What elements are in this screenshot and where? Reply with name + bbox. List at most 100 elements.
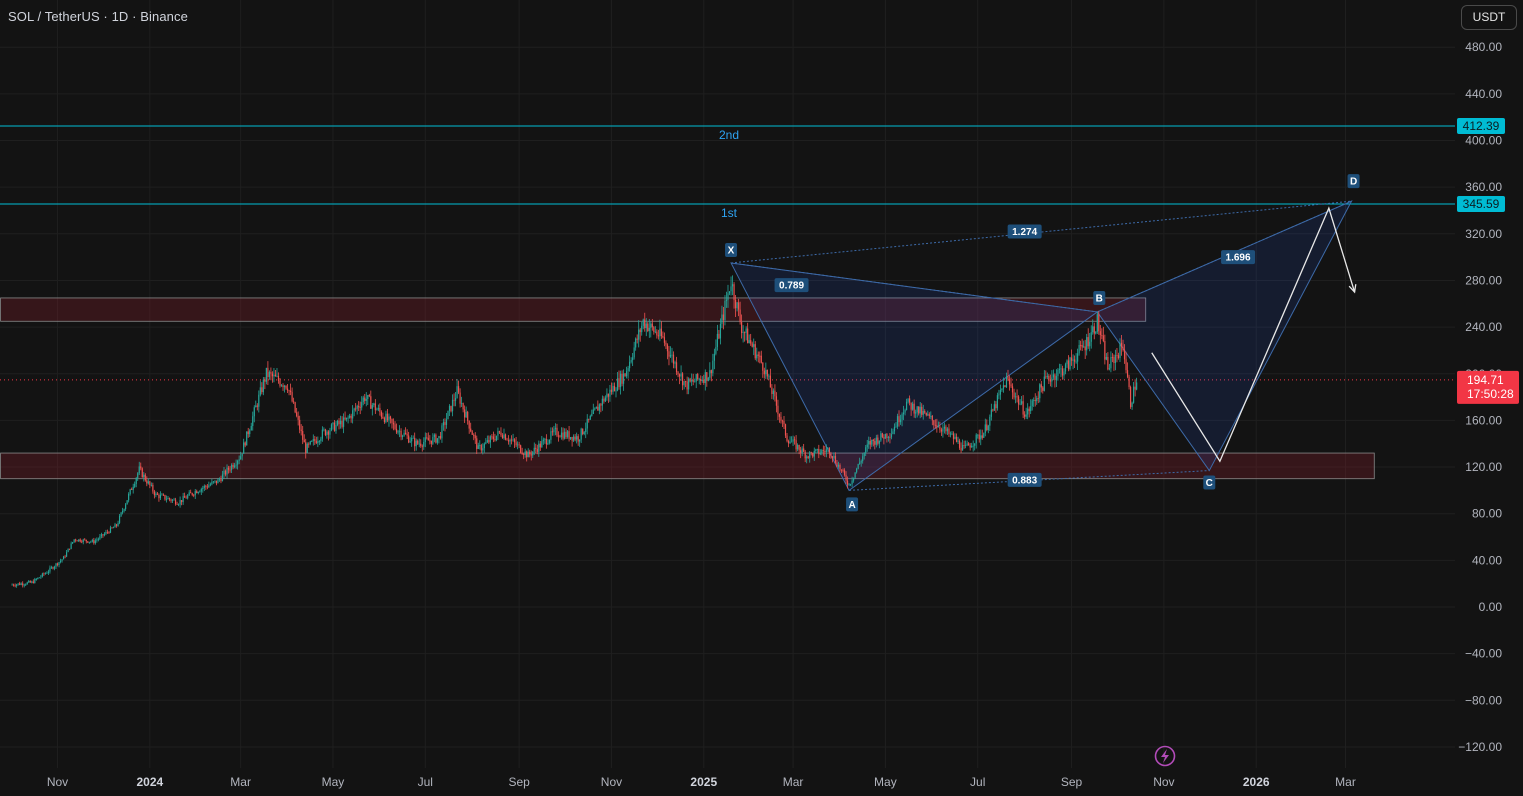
- candle-body: [258, 394, 260, 407]
- candle-body: [1090, 332, 1092, 342]
- projection-path[interactable]: [1151, 206, 1356, 463]
- candle-body: [566, 431, 569, 438]
- candle-body: [417, 440, 419, 444]
- candle-body: [824, 451, 826, 453]
- candle-body: [156, 493, 159, 495]
- horizontal-levels[interactable]: 2nd 1st: [0, 125, 1455, 381]
- candle-body: [545, 438, 547, 445]
- projection[interactable]: [1151, 206, 1357, 463]
- candle-body: [884, 433, 886, 439]
- candle-body: [1007, 376, 1009, 380]
- candle-body: [1005, 376, 1008, 388]
- candle-body: [1045, 376, 1047, 378]
- candle-body: [50, 567, 53, 569]
- candle-body: [1096, 314, 1098, 332]
- point-label-bg: [1093, 290, 1106, 305]
- candle-body: [619, 373, 622, 388]
- candle-body: [869, 441, 871, 445]
- candle-body: [1037, 398, 1039, 399]
- candle-body: [379, 407, 381, 412]
- candle-body: [500, 432, 502, 436]
- candle-body: [179, 500, 181, 505]
- candle-body: [781, 420, 784, 422]
- candle-body: [937, 426, 939, 428]
- candle-body: [630, 360, 632, 362]
- candle-body: [442, 422, 445, 426]
- candle-body: [541, 441, 543, 448]
- candle-body: [629, 361, 631, 369]
- candle-body: [666, 344, 669, 352]
- candle-body: [23, 584, 25, 586]
- candle-body: [465, 411, 467, 418]
- candle-body: [597, 406, 599, 411]
- candle-body: [1131, 402, 1133, 407]
- candle-body: [1123, 349, 1126, 360]
- candle-body: [662, 336, 664, 338]
- candle-body: [706, 372, 708, 381]
- candle-body: [1069, 357, 1071, 370]
- candle-body: [845, 474, 847, 481]
- candle-body: [427, 438, 429, 441]
- candle-body: [742, 332, 744, 334]
- harmonic-pattern[interactable]: [730, 200, 1353, 492]
- candle-body: [636, 338, 638, 340]
- candle-body: [777, 405, 779, 415]
- candle-body: [517, 444, 519, 446]
- candle-body: [506, 439, 508, 441]
- candle-body: [423, 441, 425, 447]
- candle-body: [252, 416, 254, 426]
- x-axis[interactable]: Nov 2024 Mar May Jul Sep Nov 2025 Mar May Jul Sep No…: [0, 768, 1455, 796]
- candle-body: [615, 390, 617, 392]
- ratio-label-bg: [774, 278, 809, 293]
- candle-body: [510, 439, 513, 441]
- currency-button[interactable]: USDT: [1461, 5, 1517, 30]
- candle-body: [152, 484, 154, 492]
- candle-body: [529, 451, 531, 455]
- candle-body: [140, 466, 142, 469]
- candle-body: [93, 539, 95, 544]
- candle-body: [603, 398, 605, 402]
- candle-body: [450, 405, 452, 412]
- level-label-1st: 1st: [721, 206, 738, 220]
- candle-body: [1011, 386, 1014, 393]
- candle-body: [533, 447, 535, 452]
- candle-body: [621, 373, 623, 384]
- candle-body: [34, 578, 36, 584]
- candle-body: [401, 435, 404, 437]
- candle-body: [415, 440, 417, 447]
- candle-body: [951, 433, 953, 435]
- pattern-bcd[interactable]: [1096, 200, 1353, 472]
- candle-body: [580, 428, 582, 440]
- candle-body: [1033, 400, 1035, 401]
- candle-body: [874, 441, 876, 445]
- candle-body: [1073, 359, 1076, 362]
- candle-body: [990, 409, 992, 417]
- candle-body: [801, 448, 803, 453]
- lightning-icon[interactable]: [1154, 745, 1176, 767]
- point-label-A: A: [848, 500, 855, 511]
- candle-body: [486, 440, 488, 443]
- candle-body: [473, 434, 475, 436]
- x-tick-label: May: [322, 775, 345, 789]
- y-tick-label: 240.00: [1465, 320, 1502, 334]
- candle-body: [762, 362, 764, 371]
- candle-body: [1063, 371, 1065, 376]
- candle-body: [112, 527, 115, 529]
- candle-body: [11, 584, 13, 586]
- candle-body: [585, 428, 587, 433]
- candle-body: [1105, 357, 1107, 360]
- candle-body: [710, 370, 712, 374]
- candle-body: [118, 515, 121, 523]
- candle-body: [355, 408, 357, 410]
- candle-body: [1027, 408, 1029, 415]
- candle-body: [28, 581, 30, 583]
- candle-body: [26, 582, 28, 585]
- candle-body: [507, 440, 510, 442]
- candle-body: [890, 434, 893, 438]
- candle-body: [977, 434, 979, 436]
- candle-body: [895, 426, 897, 428]
- candle-body: [246, 431, 248, 446]
- candle-body: [536, 449, 538, 452]
- candle-body: [1089, 341, 1091, 347]
